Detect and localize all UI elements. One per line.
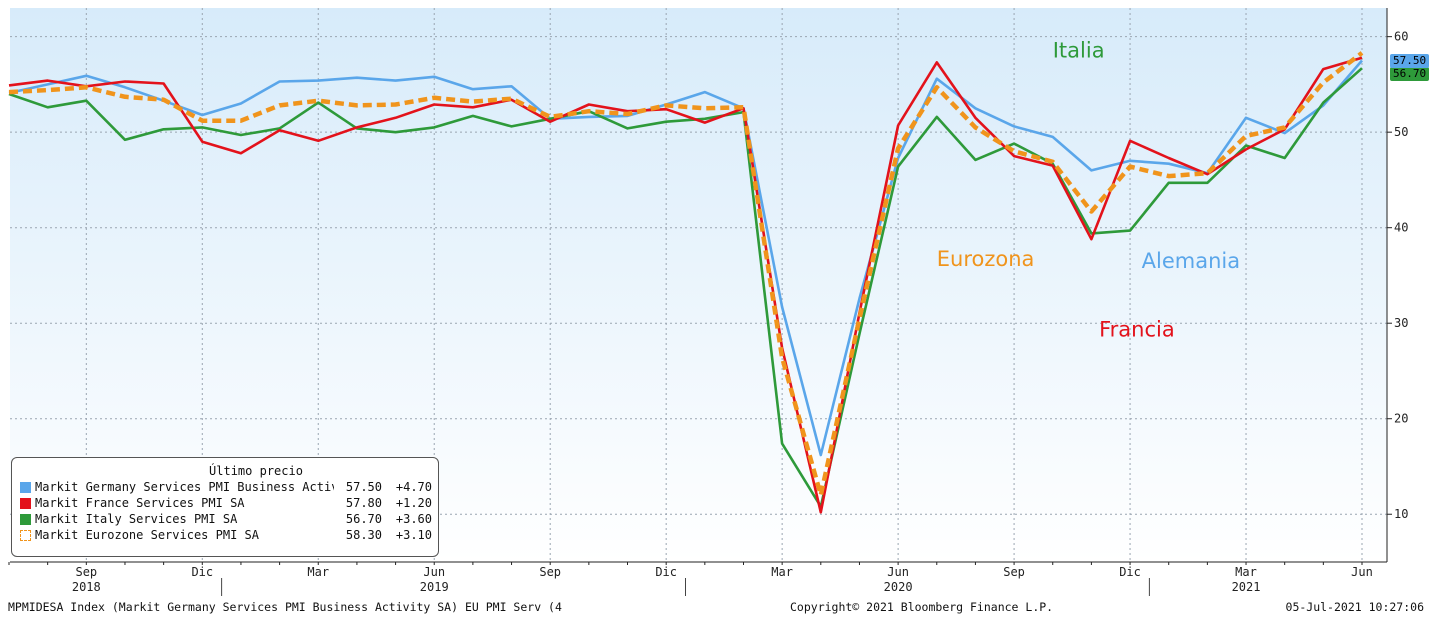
- x-tick-label: Mar: [307, 565, 329, 579]
- x-tick-label: Dic: [1119, 565, 1141, 579]
- x-year-label: 2021: [1232, 580, 1261, 594]
- x-tick-label: Dic: [655, 565, 677, 579]
- legend-change: +3.10: [395, 528, 432, 542]
- footer-timestamp: 05-Jul-2021 10:27:06: [1285, 600, 1424, 614]
- x-tick-label: Sep: [1003, 565, 1025, 579]
- axes: 10 20 30 40 50 60 Sep Dic Mar Jun Sep Dic Mar Jun Sep D…: [8, 8, 1408, 596]
- x-year-label: 2018: [72, 580, 101, 594]
- legend-swatch-france: [20, 497, 31, 509]
- legend-swatch-italy: [20, 513, 31, 525]
- footer: MPMIDESA Index (Markit Germany Services …: [0, 598, 1430, 618]
- series-lines: [8, 51, 1364, 514]
- x-year-label: 2019: [420, 580, 449, 594]
- legend-name: Markit Eurozone Services PMI SA: [35, 528, 259, 542]
- legend-change: +3.60: [395, 512, 432, 526]
- series-line-eurozone: [8, 51, 1364, 498]
- annotation-label: Francia: [1099, 318, 1175, 342]
- legend-row-france: Markit France Services PMI SA 57.80 +1.2…: [20, 495, 432, 511]
- legend-last-price: 57.50: [345, 480, 382, 494]
- x-tick-label: Sep: [539, 565, 561, 579]
- x-year-label: 2020: [884, 580, 913, 594]
- annotations: Italia Eurozona Alemania Francia: [937, 39, 1240, 342]
- legend-swatch-germany: [20, 481, 31, 493]
- x-tick-label: Jun: [887, 565, 909, 579]
- annotation-label: Italia: [1053, 39, 1105, 63]
- series-line-italy: [8, 67, 1363, 508]
- legend-last-price: 56.70: [345, 512, 382, 526]
- legend-change: +1.20: [395, 496, 432, 510]
- y-tick-label: 10: [1394, 507, 1408, 521]
- last-price-tag: 56.70: [1390, 67, 1430, 82]
- legend-change: +4.70: [395, 480, 432, 494]
- x-tick-label: Jun: [1351, 565, 1373, 579]
- legend-last-price: 58.30: [345, 528, 382, 542]
- x-tick-label: Sep: [75, 565, 97, 579]
- annotation-label: Alemania: [1142, 249, 1240, 273]
- x-tick-label: Dic: [191, 565, 213, 579]
- legend-name: Markit France Services PMI SA: [35, 496, 245, 510]
- footer-ticker: MPMIDESA Index (Markit Germany Services …: [8, 600, 562, 614]
- legend-last-price: 57.80: [345, 496, 382, 510]
- legend: Último precio Markit Germany Services PM…: [11, 457, 439, 557]
- y-tick-label: 30: [1394, 316, 1408, 330]
- legend-name: Markit Germany Services PMI Business Act…: [35, 480, 334, 494]
- legend-row-italy: Markit Italy Services PMI SA 56.70 +3.60: [20, 511, 432, 527]
- legend-name: Markit Italy Services PMI SA: [35, 512, 238, 526]
- x-tick-label: Mar: [1235, 565, 1257, 579]
- y-tick-label: 40: [1394, 221, 1408, 235]
- legend-title: Último precio: [209, 464, 303, 478]
- legend-swatch-eurozone: [20, 529, 31, 541]
- annotation-label: Eurozona: [937, 247, 1035, 271]
- legend-row-eurozone: Markit Eurozone Services PMI SA 58.30 +3…: [20, 527, 432, 543]
- y-tick-label: 50: [1394, 125, 1408, 139]
- x-tick-label: Jun: [423, 565, 445, 579]
- series-line-germany: [8, 59, 1363, 457]
- y-tick-label: 60: [1394, 30, 1408, 44]
- series-line-france: [8, 56, 1363, 514]
- legend-row-germany: Markit Germany Services PMI Business Act…: [20, 479, 432, 495]
- x-tick-label: Mar: [771, 565, 793, 579]
- footer-copyright: Copyright© 2021 Bloomberg Finance L.P.: [790, 600, 1054, 614]
- y-tick-label: 20: [1394, 412, 1408, 426]
- last-price-tag: 57.50: [1390, 53, 1430, 68]
